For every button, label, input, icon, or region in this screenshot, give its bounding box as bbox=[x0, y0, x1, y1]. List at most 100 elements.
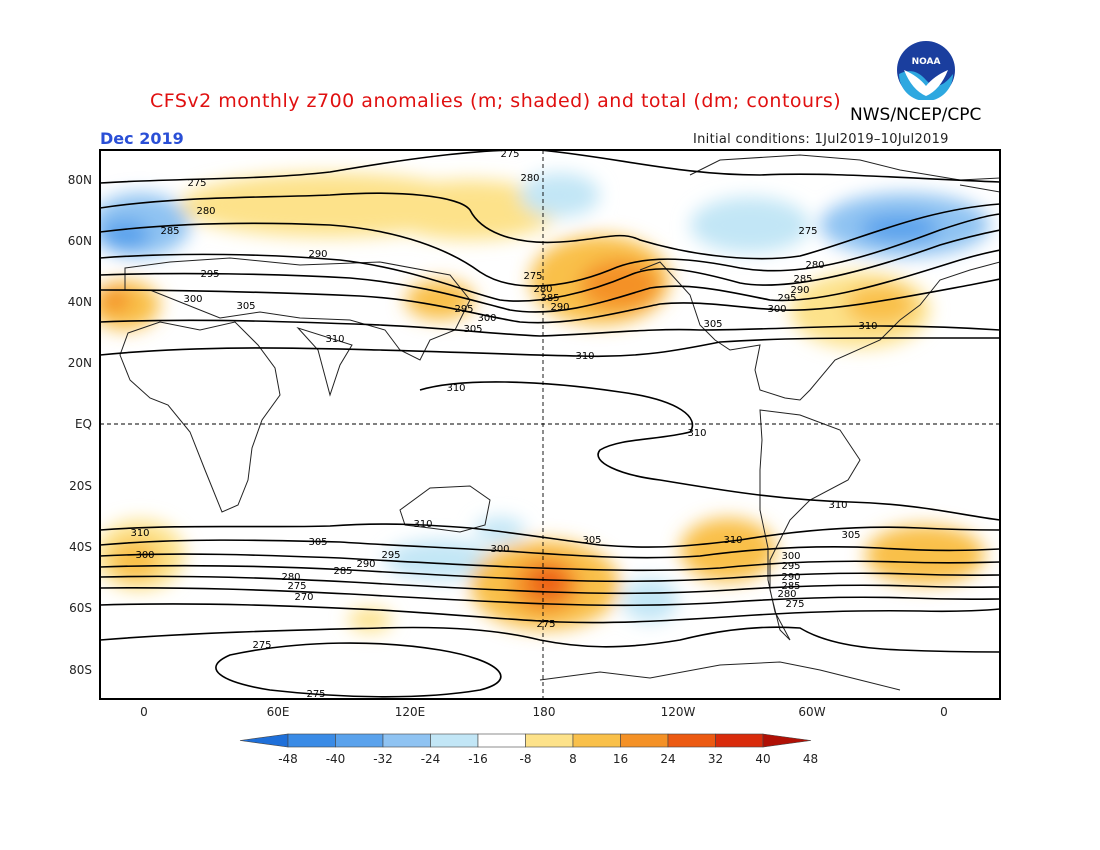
contour-label-295: 295 bbox=[381, 550, 400, 561]
contour-label-305: 305 bbox=[463, 324, 482, 335]
lon-label-0-east: 0 bbox=[940, 705, 948, 719]
contour-label-275: 275 bbox=[500, 149, 519, 160]
lon-label-180: 180 bbox=[533, 705, 556, 719]
contour-label-295: 295 bbox=[454, 304, 473, 315]
contour-label-305: 305 bbox=[236, 301, 255, 312]
contour-label-300: 300 bbox=[781, 551, 800, 562]
colorbar-swatch bbox=[477, 733, 526, 748]
lat-axis: 80N 60N 40N 20N EQ 20S 40S 60S 80S bbox=[68, 173, 92, 677]
contour-label-280: 280 bbox=[281, 572, 300, 583]
contour-label-310: 310 bbox=[723, 535, 742, 546]
graticule bbox=[100, 150, 1000, 699]
colorbar-label: 8 bbox=[569, 752, 577, 766]
contour-label-295: 295 bbox=[781, 561, 800, 572]
colorbar-swatch bbox=[287, 733, 336, 748]
initial-conditions: Initial conditions: 1Jul2019–10Jul2019 bbox=[693, 132, 949, 147]
contour-label-310: 310 bbox=[325, 334, 344, 345]
contour-label-275: 275 bbox=[536, 619, 555, 630]
colorbar-arrow-low bbox=[239, 733, 289, 748]
colorbar-label: 16 bbox=[613, 752, 628, 766]
contour-label-285: 285 bbox=[540, 293, 559, 304]
lon-label-0: 0 bbox=[140, 705, 148, 719]
colorbar-label: -40 bbox=[326, 752, 346, 766]
contour-label-285: 285 bbox=[793, 274, 812, 285]
contour-label-275: 275 bbox=[252, 640, 271, 651]
forecast-month: Dec 2019 bbox=[100, 129, 184, 148]
colorbar-label: -8 bbox=[520, 752, 532, 766]
lat-label-80s: 80S bbox=[69, 663, 92, 677]
contour-label-290: 290 bbox=[356, 559, 375, 570]
colorbar-swatch bbox=[382, 733, 431, 748]
contour-label-305: 305 bbox=[308, 537, 327, 548]
contour-label-300: 300 bbox=[183, 294, 202, 305]
contour-label-310: 310 bbox=[130, 528, 149, 539]
colorbar-swatch bbox=[335, 733, 384, 748]
contour-label-280: 280 bbox=[533, 284, 552, 295]
contour-label-275: 275 bbox=[287, 581, 306, 592]
lon-label-60w: 60W bbox=[798, 705, 825, 719]
contour-label-275: 275 bbox=[306, 689, 325, 700]
colorbar-swatch bbox=[525, 733, 574, 748]
contours bbox=[100, 150, 1000, 698]
lon-axis: 0 60E 120E 180 120W 60W 0 bbox=[140, 705, 948, 719]
contour-label-275: 275 bbox=[785, 599, 804, 610]
colorbar-swatch bbox=[620, 733, 669, 748]
contour-label-300: 300 bbox=[490, 544, 509, 555]
lon-label-60e: 60E bbox=[267, 705, 290, 719]
contour-labels: 275 280 275 280 285 290 295 300 305 310 … bbox=[130, 149, 877, 700]
contour-label-290: 290 bbox=[308, 249, 327, 260]
colorbar-label: 24 bbox=[660, 752, 675, 766]
colorbar-arrow-high bbox=[762, 733, 812, 748]
lat-label-20s: 20S bbox=[69, 479, 92, 493]
colorbar-swatch bbox=[572, 733, 621, 748]
chart-title: CFSv2 monthly z700 anomalies (m; shaded)… bbox=[150, 90, 842, 112]
contour-label-290: 290 bbox=[550, 302, 569, 313]
lat-label-20n: 20N bbox=[68, 356, 92, 370]
contour-label-275: 275 bbox=[798, 226, 817, 237]
contour-label-275: 275 bbox=[187, 178, 206, 189]
lon-label-120w: 120W bbox=[661, 705, 696, 719]
contour-label-300: 300 bbox=[477, 313, 496, 324]
contour-label-295: 295 bbox=[777, 293, 796, 304]
agency-label: NWS/NCEP/CPC bbox=[850, 105, 982, 125]
contour-label-280: 280 bbox=[520, 173, 539, 184]
colorbar-swatch bbox=[715, 733, 764, 748]
contour-label-280: 280 bbox=[777, 589, 796, 600]
contour-label-280: 280 bbox=[805, 260, 824, 271]
colorbar-swatch bbox=[667, 733, 716, 748]
colorbar-label: -24 bbox=[421, 752, 441, 766]
contour-label-310: 310 bbox=[687, 428, 706, 439]
contour-label-300: 300 bbox=[767, 304, 786, 315]
noaa-logo-icon: NOAA bbox=[897, 41, 955, 100]
colorbar-label: 32 bbox=[708, 752, 723, 766]
contour-label-310: 310 bbox=[446, 383, 465, 394]
contour-label-285: 285 bbox=[160, 226, 179, 237]
contour-label-310: 310 bbox=[858, 321, 877, 332]
contour-label-300: 300 bbox=[135, 550, 154, 561]
contour-label-305: 305 bbox=[841, 530, 860, 541]
lat-label-40s: 40S bbox=[69, 540, 92, 554]
contour-label-285: 285 bbox=[333, 566, 352, 577]
contour-label-270: 270 bbox=[294, 592, 313, 603]
colorbar-label: 40 bbox=[755, 752, 770, 766]
colorbar-label: -16 bbox=[468, 752, 488, 766]
lat-label-80n: 80N bbox=[68, 173, 92, 187]
coastlines bbox=[119, 154, 1000, 691]
contour-label-310: 310 bbox=[828, 500, 847, 511]
lat-label-60s: 60S bbox=[69, 601, 92, 615]
lat-label-40n: 40N bbox=[68, 295, 92, 309]
contour-label-290: 290 bbox=[790, 285, 809, 296]
colorbar-swatch bbox=[430, 733, 479, 748]
colorbar-label: 48 bbox=[803, 752, 818, 766]
contour-label-285: 285 bbox=[781, 581, 800, 592]
contour-label-305: 305 bbox=[582, 535, 601, 546]
colorbar: -48 -40 -32 -24 -16 -8 8 16 24 32 40 48 bbox=[239, 733, 818, 766]
contour-label-275: 275 bbox=[523, 271, 542, 282]
contour-label-310: 310 bbox=[575, 351, 594, 362]
contour-label-305: 305 bbox=[703, 319, 722, 330]
contour-label-280: 280 bbox=[196, 206, 215, 217]
contour-label-310: 310 bbox=[413, 519, 432, 530]
contour-label-290: 290 bbox=[781, 572, 800, 583]
lat-label-eq: EQ bbox=[75, 417, 92, 431]
